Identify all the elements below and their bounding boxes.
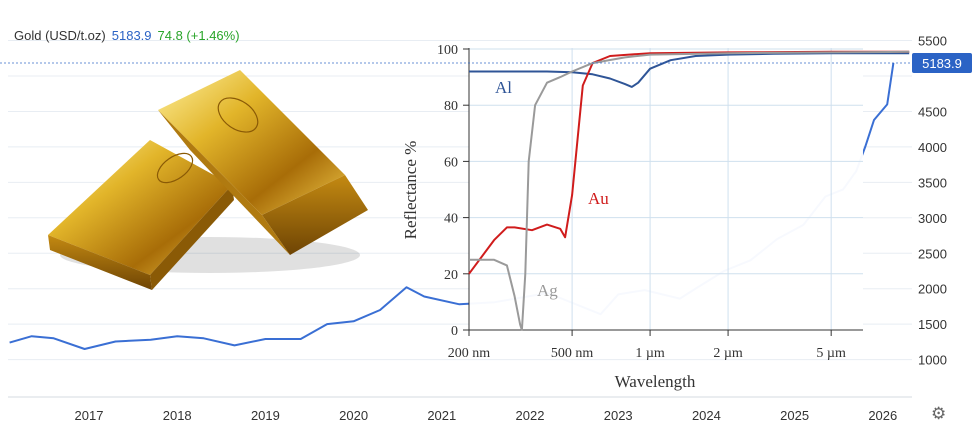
- lower-bar-side: [48, 235, 152, 290]
- series-label-au: Au: [588, 189, 609, 208]
- upper-bar-front: [262, 175, 368, 255]
- gear-icon[interactable]: ⚙: [931, 404, 947, 423]
- x-tick-label: 2018: [163, 408, 192, 423]
- price-change: 74.8 (+1.46%): [157, 28, 240, 43]
- y-tick-label: 1500: [918, 317, 947, 332]
- inset-x-axis-label: Wavelength: [615, 372, 696, 391]
- series-line-al: [469, 52, 910, 88]
- y-tick-label: 3000: [918, 211, 947, 226]
- price-badge: [912, 52, 972, 73]
- x-tick-label: 2023: [604, 408, 633, 423]
- bar-stamp: [156, 152, 194, 184]
- bar-stamp: [217, 97, 259, 133]
- reflectance-inset: 0 20 40 60 80 100 200 nm 500 nm 1 µm 2 µm 5 µm Al Au…: [401, 43, 910, 391]
- series-line-au: [468, 50, 910, 275]
- lower-bar-end: [150, 185, 234, 290]
- upper-bar-top: [158, 70, 345, 215]
- price-value: 5183.9: [111, 28, 152, 43]
- y-tick-label: 4000: [918, 140, 947, 155]
- y-tick-label: 2000: [918, 282, 947, 297]
- inset-x-tick-label: 500 nm: [551, 346, 594, 361]
- upper-bar-side: [158, 110, 290, 255]
- x-tick-label: 2026: [868, 408, 897, 423]
- chart-header: Gold (USD/t.oz) 5183.9 74.8 (+1.46%): [14, 28, 240, 43]
- inset-y-tick-label: 100: [437, 43, 458, 58]
- inset-plot-area: [469, 48, 863, 330]
- x-tick-label: 2025: [780, 408, 809, 423]
- y-tick-label: 2500: [918, 246, 947, 261]
- x-tick-label: 2020: [339, 408, 368, 423]
- inset-y-tick-label: 60: [444, 155, 458, 170]
- inset-x-tick-label: 1 µm: [635, 346, 665, 361]
- x-tick-label: 2021: [427, 408, 456, 423]
- series-label-ag: Ag: [537, 281, 558, 300]
- gold-bars-picture: [48, 70, 368, 290]
- x-tick-label: 2024: [692, 408, 721, 423]
- instrument-label: Gold (USD/t.oz): [14, 28, 106, 43]
- y-tick-label: 3500: [918, 175, 947, 190]
- inset-x-tick-label: 5 µm: [816, 346, 846, 361]
- inset-x-tick-label: 200 nm: [448, 346, 491, 361]
- inset-y-axis-label: Reflectance %: [401, 141, 420, 240]
- inset-y-tick-label: 20: [444, 268, 458, 283]
- inset-y-tick-label: 80: [444, 99, 458, 114]
- inset-y-tick-label: 40: [444, 212, 458, 227]
- series-label-al: Al: [495, 78, 512, 97]
- x-tick-label: 2022: [516, 408, 545, 423]
- y-tick-label: 1000: [918, 353, 947, 368]
- price-badge-label: 5183.9: [922, 56, 962, 71]
- y-tick-label: 4500: [918, 104, 947, 119]
- inset-y-tick-label: 0: [451, 324, 458, 339]
- y-tick-label: 5500: [918, 34, 947, 49]
- x-tick-label: 2019: [251, 408, 280, 423]
- series-line-ag: [469, 50, 910, 331]
- inset-x-tick-label: 2 µm: [713, 346, 743, 361]
- x-tick-label: 2017: [75, 408, 104, 423]
